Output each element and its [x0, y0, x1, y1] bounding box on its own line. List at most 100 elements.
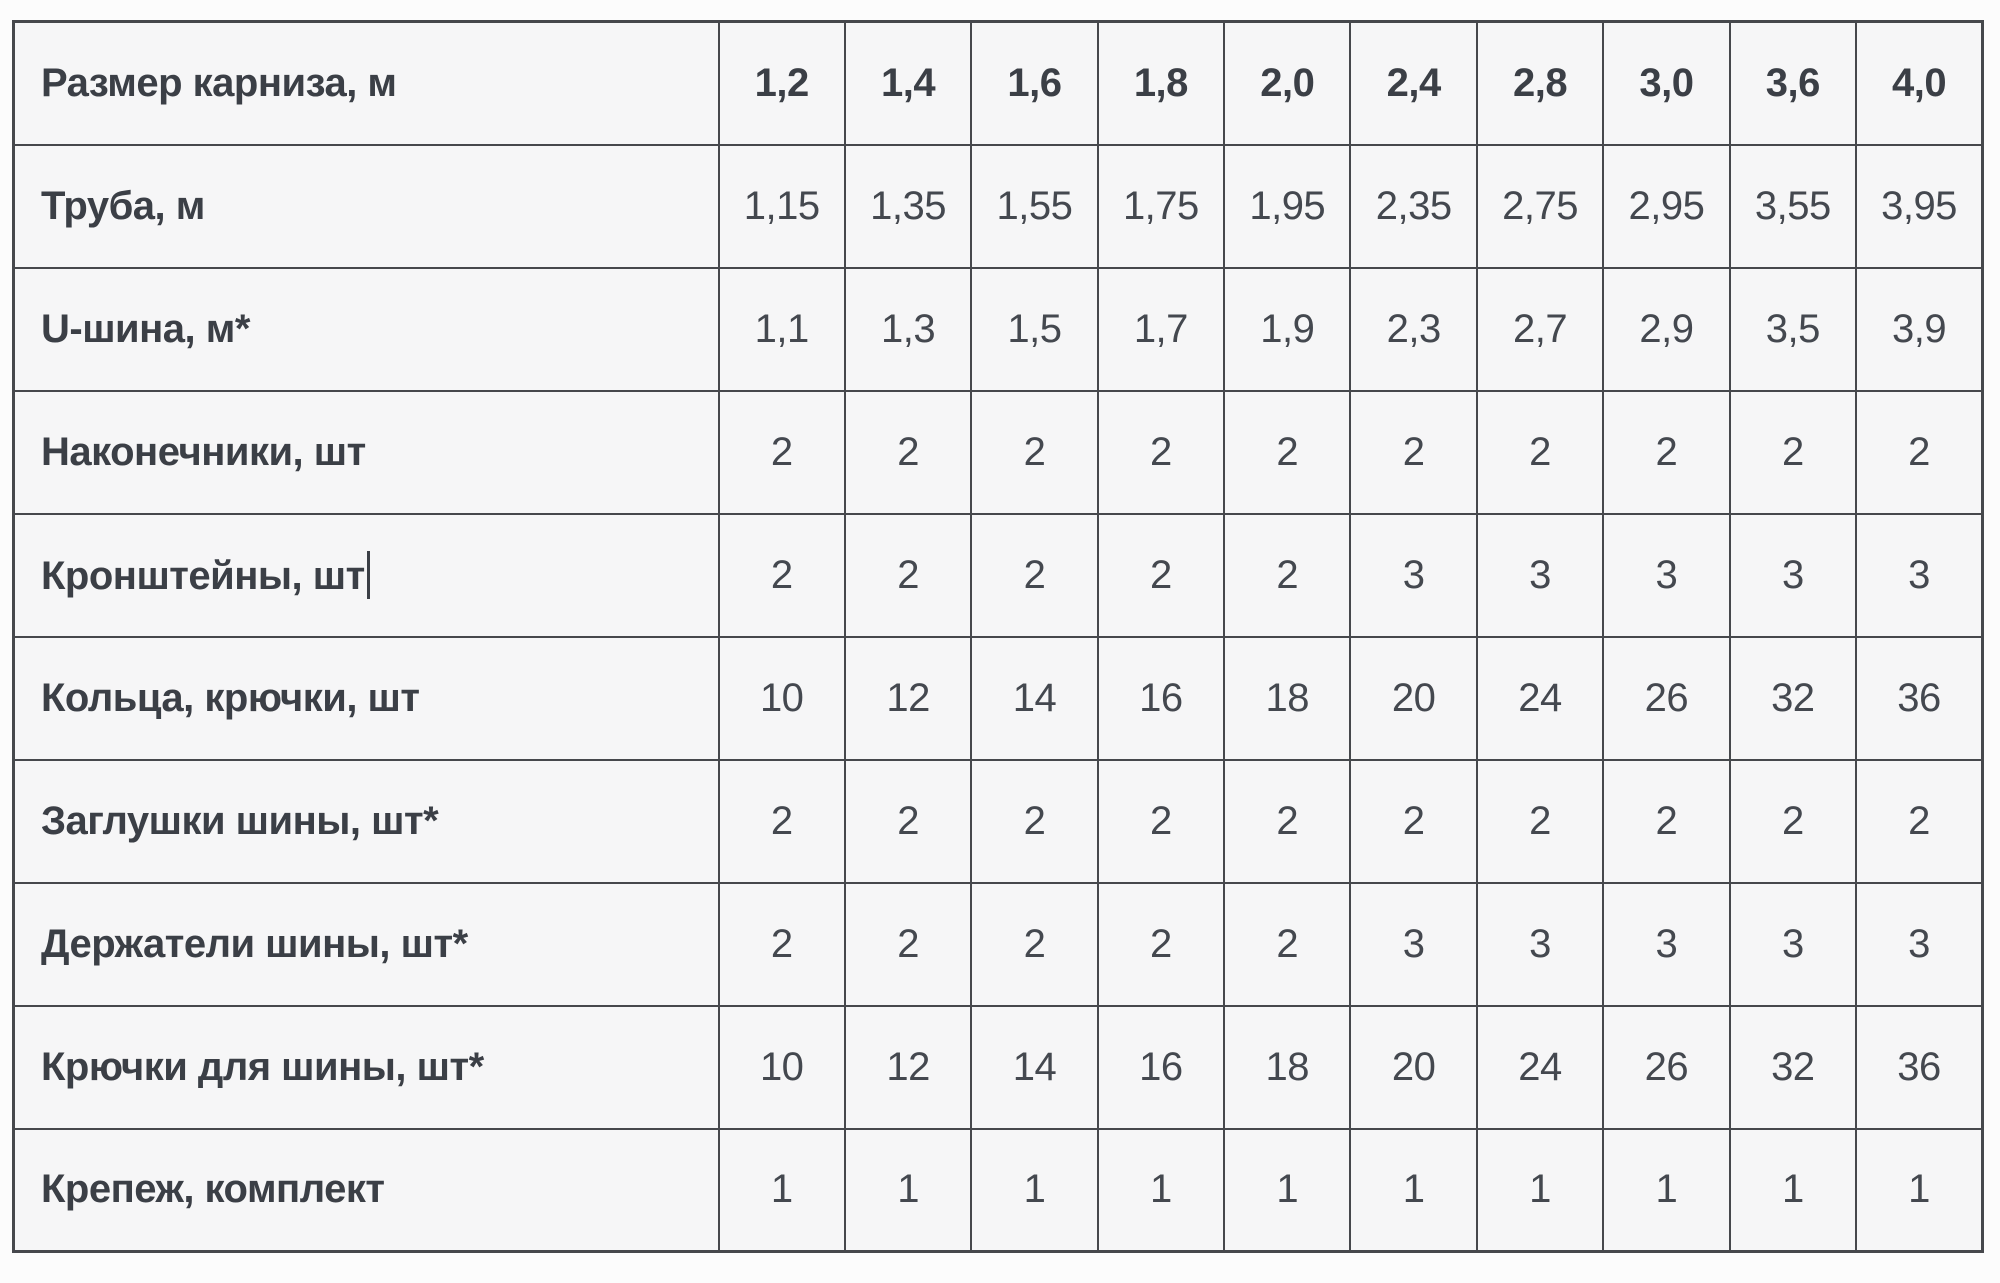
- value-cell[interactable]: 1: [717, 1127, 846, 1253]
- value-cell[interactable]: 32: [1728, 1004, 1858, 1130]
- value-cell[interactable]: 3: [1602, 512, 1731, 638]
- value-cell[interactable]: 1,5: [970, 266, 1099, 392]
- value-cell[interactable]: 2,9: [1602, 266, 1731, 392]
- value-cell[interactable]: 14: [970, 635, 1099, 761]
- value-cell[interactable]: 1,95: [1223, 143, 1352, 269]
- value-cell[interactable]: 2: [1855, 758, 1984, 884]
- row-label-cell[interactable]: Крючки для шины, шт*: [12, 1004, 720, 1130]
- value-cell[interactable]: 1,15: [717, 143, 846, 269]
- header-value-cell[interactable]: 3,0: [1602, 20, 1731, 146]
- value-cell[interactable]: 3: [1349, 881, 1478, 1007]
- value-cell[interactable]: 3: [1475, 881, 1605, 1007]
- row-label-cell[interactable]: Кольца, крючки, шт: [12, 635, 720, 761]
- value-cell[interactable]: 3,55: [1728, 143, 1858, 269]
- value-cell[interactable]: 2: [1602, 758, 1731, 884]
- value-cell[interactable]: 2: [1096, 758, 1226, 884]
- value-cell[interactable]: 2: [717, 389, 846, 515]
- row-label-cell[interactable]: Кронштейны, шт: [12, 512, 720, 638]
- value-cell[interactable]: 2: [970, 512, 1099, 638]
- value-cell[interactable]: 2: [970, 881, 1099, 1007]
- value-cell[interactable]: 2: [1223, 512, 1352, 638]
- value-cell[interactable]: 2,95: [1602, 143, 1731, 269]
- value-cell[interactable]: 10: [717, 635, 846, 761]
- row-label-cell[interactable]: Заглушки шины, шт*: [12, 758, 720, 884]
- header-label-cell[interactable]: Размер карниза, м: [12, 20, 720, 146]
- header-value-cell[interactable]: 2,4: [1349, 20, 1478, 146]
- value-cell[interactable]: 2: [843, 512, 973, 638]
- value-cell[interactable]: 26: [1602, 1004, 1731, 1130]
- value-cell[interactable]: 3: [1728, 512, 1858, 638]
- value-cell[interactable]: 1,9: [1223, 266, 1352, 392]
- value-cell[interactable]: 2,75: [1475, 143, 1605, 269]
- value-cell[interactable]: 26: [1602, 635, 1731, 761]
- value-cell[interactable]: 36: [1855, 635, 1984, 761]
- header-value-cell[interactable]: 3,6: [1728, 20, 1858, 146]
- value-cell[interactable]: 3: [1349, 512, 1478, 638]
- header-value-cell[interactable]: 4,0: [1855, 20, 1984, 146]
- value-cell[interactable]: 2: [970, 758, 1099, 884]
- value-cell[interactable]: 3: [1855, 881, 1984, 1007]
- value-cell[interactable]: 12: [843, 1004, 973, 1130]
- value-cell[interactable]: 3,95: [1855, 143, 1984, 269]
- value-cell[interactable]: 2,7: [1475, 266, 1605, 392]
- value-cell[interactable]: 2: [970, 389, 1099, 515]
- value-cell[interactable]: 12: [843, 635, 973, 761]
- value-cell[interactable]: 2: [843, 758, 973, 884]
- value-cell[interactable]: 1: [1096, 1127, 1226, 1253]
- value-cell[interactable]: 2: [1602, 389, 1731, 515]
- value-cell[interactable]: 1: [1349, 1127, 1478, 1253]
- value-cell[interactable]: 20: [1349, 635, 1478, 761]
- value-cell[interactable]: 1,35: [843, 143, 973, 269]
- value-cell[interactable]: 2: [1096, 512, 1226, 638]
- value-cell[interactable]: 2: [843, 881, 973, 1007]
- value-cell[interactable]: 2: [717, 512, 846, 638]
- value-cell[interactable]: 20: [1349, 1004, 1478, 1130]
- value-cell[interactable]: 2,35: [1349, 143, 1478, 269]
- row-label-cell[interactable]: Держатели шины, шт*: [12, 881, 720, 1007]
- header-value-cell[interactable]: 1,4: [843, 20, 973, 146]
- value-cell[interactable]: 16: [1096, 1004, 1226, 1130]
- value-cell[interactable]: 1: [1855, 1127, 1984, 1253]
- header-value-cell[interactable]: 1,8: [1096, 20, 1226, 146]
- value-cell[interactable]: 10: [717, 1004, 846, 1130]
- value-cell[interactable]: 2: [1855, 389, 1984, 515]
- header-value-cell[interactable]: 1,2: [717, 20, 846, 146]
- value-cell[interactable]: 2,3: [1349, 266, 1478, 392]
- row-label-cell[interactable]: Наконечники, шт: [12, 389, 720, 515]
- value-cell[interactable]: 2: [843, 389, 973, 515]
- value-cell[interactable]: 24: [1475, 1004, 1605, 1130]
- value-cell[interactable]: 2: [1728, 758, 1858, 884]
- value-cell[interactable]: 2: [1349, 389, 1478, 515]
- value-cell[interactable]: 2: [717, 758, 846, 884]
- value-cell[interactable]: 2: [1349, 758, 1478, 884]
- value-cell[interactable]: 2: [1223, 881, 1352, 1007]
- header-value-cell[interactable]: 1,6: [970, 20, 1099, 146]
- value-cell[interactable]: 14: [970, 1004, 1099, 1130]
- value-cell[interactable]: 1: [1728, 1127, 1858, 1253]
- value-cell[interactable]: 2: [1096, 389, 1226, 515]
- value-cell[interactable]: 2: [717, 881, 846, 1007]
- value-cell[interactable]: 1,55: [970, 143, 1099, 269]
- value-cell[interactable]: 18: [1223, 635, 1352, 761]
- value-cell[interactable]: 1,7: [1096, 266, 1226, 392]
- value-cell[interactable]: 2: [1475, 758, 1605, 884]
- value-cell[interactable]: 2: [1096, 881, 1226, 1007]
- value-cell[interactable]: 18: [1223, 1004, 1352, 1130]
- value-cell[interactable]: 1,1: [717, 266, 846, 392]
- value-cell[interactable]: 1: [1602, 1127, 1731, 1253]
- value-cell[interactable]: 2: [1728, 389, 1858, 515]
- value-cell[interactable]: 1: [970, 1127, 1099, 1253]
- value-cell[interactable]: 24: [1475, 635, 1605, 761]
- value-cell[interactable]: 1,3: [843, 266, 973, 392]
- value-cell[interactable]: 1: [1475, 1127, 1605, 1253]
- row-label-cell[interactable]: Труба, м: [12, 143, 720, 269]
- value-cell[interactable]: 3,5: [1728, 266, 1858, 392]
- row-label-cell[interactable]: U-шина, м*: [12, 266, 720, 392]
- value-cell[interactable]: 16: [1096, 635, 1226, 761]
- value-cell[interactable]: 2: [1223, 758, 1352, 884]
- value-cell[interactable]: 1: [843, 1127, 973, 1253]
- value-cell[interactable]: 3: [1728, 881, 1858, 1007]
- value-cell[interactable]: 3: [1602, 881, 1731, 1007]
- row-label-cell[interactable]: Крепеж, комплект: [12, 1127, 720, 1253]
- header-value-cell[interactable]: 2,8: [1475, 20, 1605, 146]
